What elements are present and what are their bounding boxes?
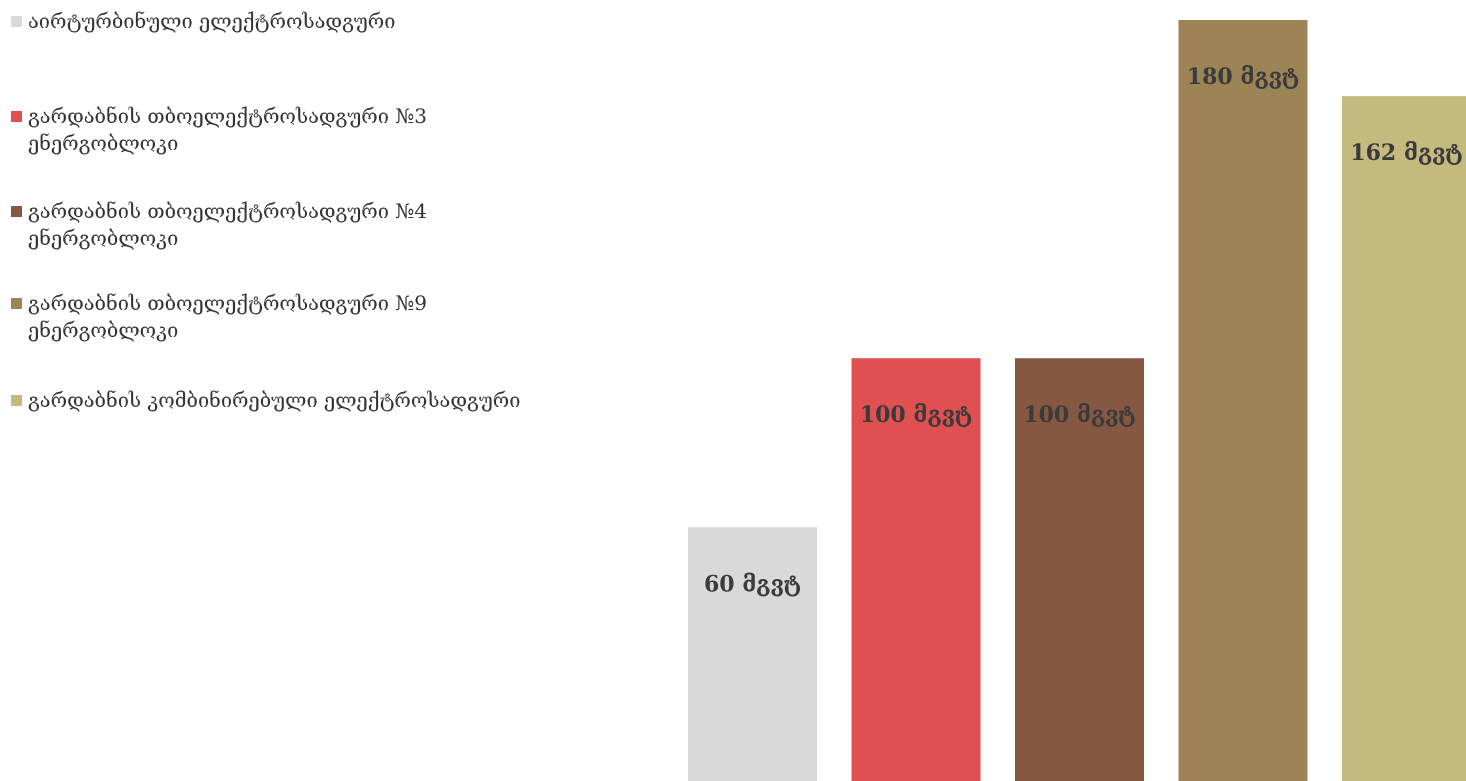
legend-swatch-4 xyxy=(11,298,22,309)
legend-swatch-3 xyxy=(11,206,22,217)
legend-label-1-line-1: აირტურბინული ელექტროსადგური xyxy=(28,9,395,33)
legend-swatch-2 xyxy=(11,111,22,122)
data-label-2: 100 მგვტ xyxy=(860,402,972,428)
data-label-5: 162 მგვტ xyxy=(1350,140,1462,166)
legend-label-3-line-1: გარდაბნის თბოელექტროსადგური №4 xyxy=(28,199,427,223)
legend-label-5-line-1: გარდაბნის კომბინირებული ელექტროსადგური xyxy=(28,388,520,412)
bar-2 xyxy=(851,358,981,781)
legend-label-4-line-2: ენერგობლოკი xyxy=(28,318,178,342)
legend-label-4-line-1: გარდაბნის თბოელექტროსადგური №9 xyxy=(28,291,427,315)
data-label-group: 60 მგვტ 100 მგვტ 100 მგვტ 180 მგვტ 162 მგვტ xyxy=(704,64,1463,597)
legend-swatch-5 xyxy=(11,395,22,406)
data-label-3: 100 მგვტ xyxy=(1023,402,1135,428)
legend-label-3-line-2: ენერგობლოკი xyxy=(28,226,178,250)
bar-5 xyxy=(1342,96,1466,781)
legend-swatch-1 xyxy=(11,16,22,27)
bar-3 xyxy=(1015,358,1144,781)
bar-group xyxy=(688,20,1466,781)
bar-1 xyxy=(688,527,817,781)
data-label-4: 180 მგვტ xyxy=(1187,64,1299,90)
bar-4 xyxy=(1178,20,1308,781)
legend-label-2-line-2: ენერგობლოკი xyxy=(28,131,178,155)
legend-label-2-line-1: გარდაბნის თბოელექტროსადგური №3 xyxy=(28,104,427,128)
data-label-1: 60 მგვტ xyxy=(704,571,801,597)
chart-legend: აირტურბინული ელექტროსადგური გარდაბნის თბო… xyxy=(11,9,520,412)
